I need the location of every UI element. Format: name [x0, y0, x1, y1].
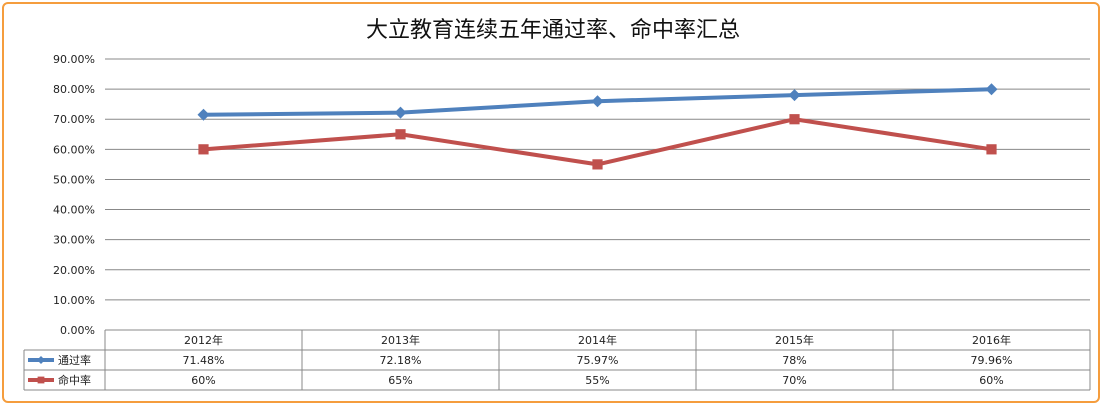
- data-label: 75.97%: [577, 354, 619, 367]
- data-point: [592, 159, 603, 170]
- data-point: [986, 144, 997, 155]
- y-tick-label: 40.00%: [53, 204, 95, 217]
- x-category-label: 2016年: [972, 333, 1011, 347]
- x-category-label: 2012年: [184, 333, 223, 347]
- y-tick-label: 60.00%: [53, 143, 95, 156]
- y-tick-label: 20.00%: [53, 264, 95, 277]
- data-label: 60%: [191, 374, 215, 387]
- legend-series-name: 命中率: [58, 373, 91, 387]
- data-point: [394, 106, 407, 119]
- data-point: [985, 83, 998, 96]
- data-label: 78%: [782, 354, 806, 367]
- chart-title: 大立教育连续五年通过率、命中率汇总: [365, 18, 740, 43]
- y-tick-label: 30.00%: [53, 234, 95, 247]
- x-category-label: 2014年: [578, 333, 617, 347]
- data-label: 79.96%: [971, 354, 1013, 367]
- y-tick-label: 10.00%: [53, 294, 95, 307]
- y-tick-label: 80.00%: [53, 83, 95, 96]
- series-line: [203, 117, 992, 167]
- chart-frame: [2, 2, 1100, 403]
- y-tick-label: 70.00%: [53, 113, 95, 126]
- legend-series-name: 通过率: [58, 353, 91, 367]
- data-label: 72.18%: [380, 354, 422, 367]
- data-point: [591, 95, 604, 108]
- data-point: [197, 108, 210, 121]
- x-category-label: 2015年: [775, 333, 814, 347]
- y-tick-label: 50.00%: [53, 173, 95, 186]
- data-label: 55%: [585, 374, 609, 387]
- data-label: 70%: [782, 374, 806, 387]
- legend-key-marker: [37, 356, 45, 364]
- legend-key-marker: [37, 376, 45, 384]
- data-label: 71.48%: [183, 354, 225, 367]
- series: [197, 83, 998, 170]
- y-axis-ticks: 0.00% 10.00% 20.00% 30.00% 40.00% 50.00% 60.00…: [53, 53, 95, 337]
- x-category-label: 2013年: [381, 333, 420, 347]
- data-label: 65%: [388, 374, 412, 387]
- gridlines: [105, 58, 1090, 331]
- y-tick-label: 90.00%: [53, 53, 95, 66]
- y-tick-label: 0.00%: [60, 324, 95, 337]
- data-point: [198, 144, 209, 155]
- data-point: [395, 129, 406, 140]
- data-point: [788, 89, 801, 102]
- data-point: [789, 114, 800, 125]
- data-label: 60%: [979, 374, 1003, 387]
